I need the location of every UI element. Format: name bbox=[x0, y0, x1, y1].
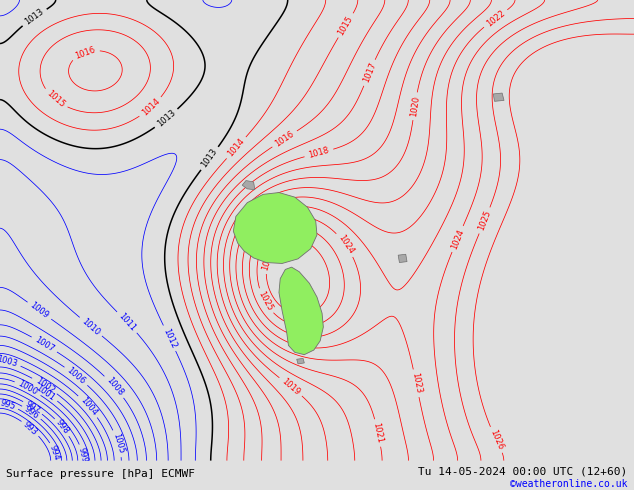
Text: 1009: 1009 bbox=[29, 301, 51, 320]
Text: 1011: 1011 bbox=[117, 312, 138, 333]
Text: Surface pressure [hPa] ECMWF: Surface pressure [hPa] ECMWF bbox=[6, 469, 195, 479]
Text: 1015: 1015 bbox=[337, 14, 355, 37]
Text: 1010: 1010 bbox=[80, 317, 101, 337]
Text: 1013: 1013 bbox=[155, 108, 178, 129]
Polygon shape bbox=[493, 93, 504, 101]
Text: 1023: 1023 bbox=[410, 372, 423, 394]
Text: 1021: 1021 bbox=[372, 422, 384, 444]
Text: 1002: 1002 bbox=[34, 376, 56, 395]
Text: 1000: 1000 bbox=[16, 379, 39, 397]
Text: 1015: 1015 bbox=[44, 89, 66, 110]
Text: 1016: 1016 bbox=[273, 129, 296, 148]
Text: 996: 996 bbox=[23, 404, 41, 420]
Text: Tu 14-05-2024 00:00 UTC (12+60): Tu 14-05-2024 00:00 UTC (12+60) bbox=[418, 466, 628, 476]
Text: 1019: 1019 bbox=[280, 376, 302, 397]
Text: 1014: 1014 bbox=[140, 97, 162, 118]
Text: 993: 993 bbox=[22, 419, 39, 437]
Text: 1024: 1024 bbox=[336, 234, 355, 256]
Text: 998: 998 bbox=[54, 418, 70, 436]
Text: 1007: 1007 bbox=[33, 335, 56, 354]
Text: 1004: 1004 bbox=[78, 395, 98, 417]
Polygon shape bbox=[242, 180, 255, 190]
Text: 1003: 1003 bbox=[0, 354, 18, 368]
Text: 1014: 1014 bbox=[226, 137, 247, 159]
Text: 1020: 1020 bbox=[409, 95, 421, 117]
Polygon shape bbox=[279, 267, 323, 355]
Text: 1018: 1018 bbox=[307, 146, 330, 160]
Text: 1026: 1026 bbox=[261, 248, 276, 271]
Text: 994: 994 bbox=[48, 444, 61, 462]
Text: 1024: 1024 bbox=[450, 227, 465, 250]
Text: 1013: 1013 bbox=[23, 7, 46, 27]
Text: ©weatheronline.co.uk: ©weatheronline.co.uk bbox=[510, 479, 628, 489]
Text: 995: 995 bbox=[0, 398, 16, 412]
Text: 1026: 1026 bbox=[488, 428, 505, 451]
Text: 1012: 1012 bbox=[161, 327, 178, 350]
Text: 1017: 1017 bbox=[361, 61, 377, 84]
Polygon shape bbox=[398, 254, 407, 263]
Text: 1025: 1025 bbox=[477, 209, 493, 232]
Text: 1016: 1016 bbox=[74, 45, 96, 60]
Text: 1025: 1025 bbox=[256, 290, 274, 313]
Text: 1008: 1008 bbox=[104, 376, 125, 398]
Text: 1005: 1005 bbox=[111, 432, 126, 455]
Text: 1013: 1013 bbox=[200, 147, 219, 170]
Text: 997: 997 bbox=[23, 399, 42, 416]
Text: 999: 999 bbox=[77, 446, 89, 464]
Text: 1022: 1022 bbox=[484, 8, 507, 28]
Text: 1006: 1006 bbox=[65, 366, 87, 386]
Polygon shape bbox=[297, 358, 304, 364]
Polygon shape bbox=[233, 193, 317, 264]
Text: 1001: 1001 bbox=[34, 383, 57, 402]
